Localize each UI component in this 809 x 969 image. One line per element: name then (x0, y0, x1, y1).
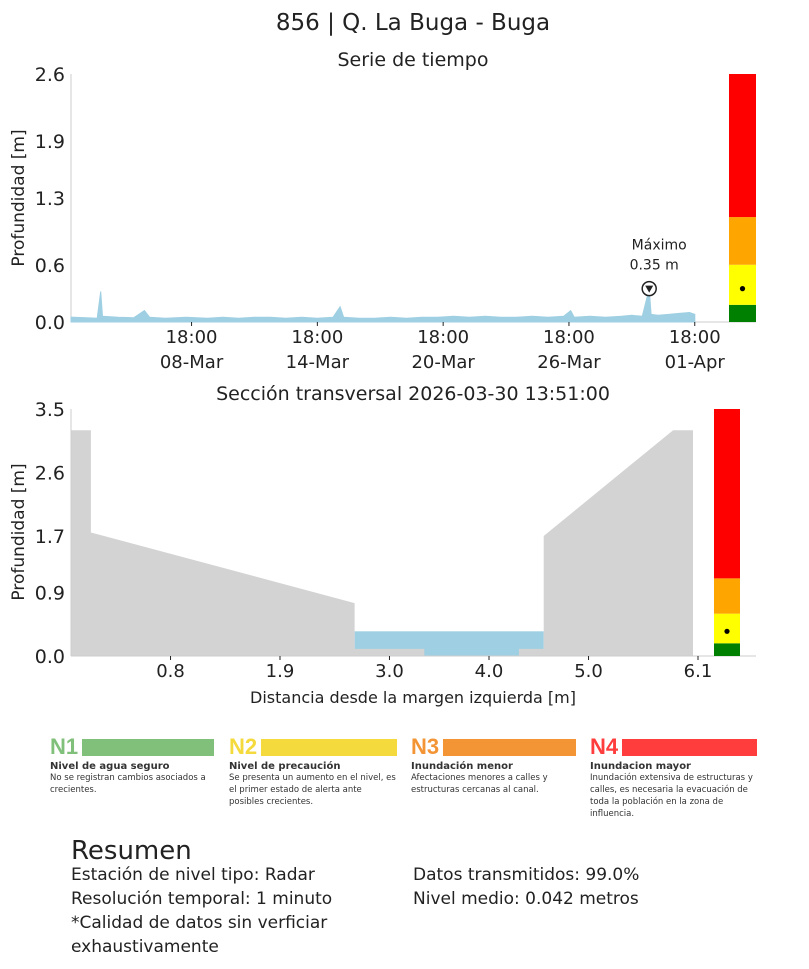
ts-x-tick-label: 18:00 (669, 327, 721, 348)
legend-title: Nivel de precaución (229, 761, 341, 772)
time-series-chart: Serie de tiempo Profundidad [m] 0.0 0.6 1.… (9, 49, 756, 373)
legend-color-bar (261, 738, 397, 756)
ts-ylabel: Profundidad [m] (9, 129, 29, 266)
ts-y-tick-label: 1.3 (35, 188, 65, 210)
cs-x-tick-label: 1.9 (266, 661, 295, 682)
cs-x-axis: 0.8 1.9 3.0 4.0 5.0 6.1 (156, 656, 712, 682)
max-label: Máximo (632, 238, 687, 254)
summary-left: Estación de nivel tipo: Radar Resolución… (71, 863, 401, 959)
ts-level-segment (729, 217, 756, 265)
ts-y-tick-label: 0.0 (35, 312, 65, 334)
cs-y-tick-label: 0.9 (35, 582, 65, 604)
cs-x-tick-label: 0.8 (156, 661, 185, 682)
cs-plot-area (70, 409, 756, 657)
ts-x-tick-label: 01-Apr (665, 352, 726, 373)
cs-x-tick-label: 5.0 (574, 661, 603, 682)
ground-profile (71, 430, 693, 656)
cs-ylabel: Profundidad [m] (9, 463, 29, 600)
legend-title: Inundación menor (411, 761, 513, 772)
legend-item-n4: N4 Inundacion mayor Inundación extensiva… (590, 735, 757, 820)
summary-line: Estación de nivel tipo: Radar (71, 865, 315, 885)
charts-canvas: 856 | Q. La Buga - Buga Serie de tiempo … (9, 10, 756, 707)
max-marker-arrow (645, 285, 654, 293)
ts-max-annotation: Máximo 0.35 m (630, 238, 687, 297)
cs-level-segment (714, 409, 740, 579)
legend-desc: No se registran cambios asociados a crec… (50, 773, 206, 795)
legend-title: Inundacion mayor (590, 761, 691, 772)
cs-level-segment (714, 643, 740, 656)
ts-level-segment (729, 264, 756, 305)
ts-level-marker (739, 286, 746, 292)
ts-series-area (70, 288, 696, 323)
ts-plot-area (70, 74, 756, 323)
legend-desc: Se presenta un aumento en el nivel, es e… (229, 773, 396, 807)
cs-x-tick-label: 3.0 (375, 661, 404, 682)
cs-y-axis: 0.0 0.9 1.7 2.6 3.5 (35, 399, 65, 668)
ts-level-segment (729, 304, 756, 322)
legend-color-bar (443, 738, 576, 756)
ts-x-tick-label: 26-Mar (537, 352, 601, 373)
summary-title: Resumen (71, 836, 192, 866)
summary-line: *Calidad de datos sin verficiar (71, 913, 328, 933)
ts-x-tick-label: 20-Mar (411, 352, 475, 373)
legend-color-bar (82, 738, 214, 756)
cs-y-tick-label: 0.0 (35, 646, 65, 668)
ts-x-tick-label: 18:00 (543, 327, 595, 348)
legend-title: Nivel de agua seguro (50, 761, 170, 772)
legend-color-bar (622, 738, 757, 756)
page-title: 856 | Q. La Buga - Buga (276, 10, 550, 36)
max-value: 0.35 m (630, 258, 679, 274)
ts-y-tick-label: 0.6 (35, 255, 65, 277)
cross-section-chart: Sección transversal 2026-03-30 13:51:00 … (9, 383, 756, 707)
legend-code: N2 (229, 734, 258, 759)
cs-xlabel: Distancia desde la margen izquierda [m] (250, 688, 576, 707)
ts-x-tick-label: 14-Mar (286, 352, 350, 373)
cs-level-bar (714, 409, 740, 656)
legend-item-n3: N3 Inundación menor Afectaciones menores… (411, 735, 576, 796)
summary-line: Resolución temporal: 1 minuto (71, 889, 333, 909)
summary-line: exhaustivamente (71, 937, 219, 957)
summary-right: Datos transmitidos: 99.0% Nivel medio: 0… (413, 863, 753, 911)
summary-line: Datos transmitidos: 99.0% (413, 865, 640, 885)
legend-code: N3 (411, 734, 440, 759)
ts-x-axis: 18:00 08-Mar 18:00 14-Mar 18:00 20-Mar 18:00 26… (160, 322, 726, 373)
cs-y-tick-label: 2.6 (35, 463, 65, 485)
legend-item-n2: N2 Nivel de precaución Se presenta un au… (229, 735, 397, 808)
summary-section: Resumen Estación de nivel tipo: Radar Re… (71, 835, 771, 957)
ts-level-segment (729, 74, 756, 218)
cs-y-tick-label: 3.5 (35, 399, 65, 421)
cs-level-marker (724, 628, 730, 634)
cs-x-tick-label: 4.0 (475, 661, 504, 682)
ts-level-bar (729, 74, 756, 322)
legend-desc: Inundación extensiva de estructuras y ca… (590, 773, 753, 819)
legend-item-n1: N1 Nivel de agua seguro No se registran … (50, 735, 214, 796)
ts-x-tick-label: 18:00 (291, 327, 343, 348)
ts-y-axis: 0.0 0.6 1.3 1.9 2.6 (35, 64, 65, 334)
cs-title: Sección transversal 2026-03-30 13:51:00 (216, 383, 610, 405)
alert-level-legend: N1 Nivel de agua seguro No se registran … (0, 735, 809, 830)
summary-line: Nivel medio: 0.042 metros (413, 889, 639, 909)
ts-x-tick-label: 18:00 (166, 327, 218, 348)
cs-x-tick-label: 6.1 (684, 661, 713, 682)
ts-x-tick-label: 08-Mar (160, 352, 224, 373)
ts-x-tick-label: 18:00 (417, 327, 469, 348)
ts-y-tick-label: 1.9 (35, 131, 65, 153)
legend-desc: Afectaciones menores a calles y estructu… (411, 773, 548, 795)
cs-y-tick-label: 1.7 (35, 526, 65, 548)
cs-level-segment (714, 613, 740, 644)
ts-title: Serie de tiempo (338, 49, 489, 71)
ts-y-tick-label: 2.6 (35, 64, 65, 86)
legend-code: N1 (50, 734, 79, 759)
cs-level-segment (714, 578, 740, 614)
legend-code: N4 (590, 734, 619, 759)
